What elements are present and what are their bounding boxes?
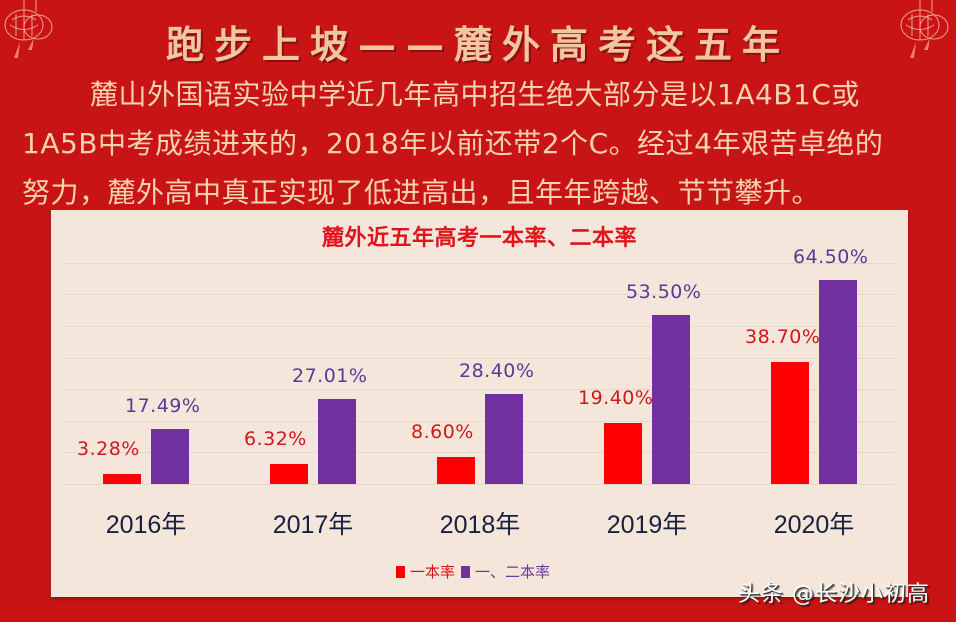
data-label: 3.28% xyxy=(77,437,140,460)
bar-series1 xyxy=(103,473,141,484)
chart-legend: 一本率 一、二本率 xyxy=(396,561,556,582)
gridline xyxy=(64,420,895,422)
gridline xyxy=(64,357,895,359)
chart-panel: 麓外近五年高考一本率、二本率 3.28% 17.49% 2016年 6.32% 27.0… xyxy=(51,210,908,597)
x-axis-label: 2018年 xyxy=(439,511,521,539)
legend-label-series1: 一本率 xyxy=(410,563,456,581)
legend-swatch-series1 xyxy=(396,565,405,578)
data-label: 53.50% xyxy=(626,280,702,303)
gridline xyxy=(64,484,895,485)
chart-title: 麓外近五年高考一本率、二本率 xyxy=(321,225,637,251)
intro-line-1: 麓山外国语实验中学近几年高中招生绝大部分是以1A4B1C或 xyxy=(90,78,860,111)
bar-series1 xyxy=(270,464,308,484)
bar-series1 xyxy=(604,422,642,484)
gridline xyxy=(64,452,895,454)
legend-label-series2: 一、二本率 xyxy=(475,563,551,581)
data-label: 19.40% xyxy=(578,386,654,409)
lantern-icon xyxy=(900,0,949,58)
data-label: 64.50% xyxy=(793,246,869,269)
data-label: 6.32% xyxy=(244,428,307,451)
data-label: 27.01% xyxy=(292,364,368,387)
x-axis-label: 2020年 xyxy=(773,511,855,539)
gridline xyxy=(64,389,895,391)
bar-series2 xyxy=(485,394,523,484)
data-label: 28.40% xyxy=(459,360,535,383)
data-label: 8.60% xyxy=(411,420,474,443)
page-title: 跑步上坡——麓外高考这五年 xyxy=(165,22,790,67)
x-axis-label: 2019年 xyxy=(606,511,688,539)
data-label: 17.49% xyxy=(125,394,201,417)
bar-series1 xyxy=(437,456,475,484)
watermark: 头条 @长沙小初高 xyxy=(738,582,930,607)
legend-swatch-series2 xyxy=(461,565,471,578)
gridline xyxy=(64,294,895,296)
intro-paragraph: 麓山外国语实验中学近几年高中招生绝大部分是以1A4B1C或 1A5B中考成绩进来… xyxy=(22,70,922,217)
data-label: 38.70% xyxy=(745,325,821,348)
bar-series2 xyxy=(819,280,857,484)
intro-line-3: 努力，麓外高中真正实现了低进高出，且年年跨越、节节攀升。 xyxy=(22,176,821,209)
bar-series2 xyxy=(151,428,189,484)
gridline xyxy=(64,326,895,327)
intro-line-2: 1A5B中考成绩进来的，2018年以前还带2个C。经过4年艰苦卓绝的 xyxy=(22,127,884,160)
bar-series2 xyxy=(652,314,690,484)
gridline xyxy=(64,262,895,264)
x-axis-label: 2016年 xyxy=(105,511,187,539)
bar-series1 xyxy=(771,361,809,484)
bar-series2 xyxy=(318,398,356,484)
x-axis-label: 2017年 xyxy=(272,511,354,539)
lantern-icon xyxy=(4,0,53,58)
